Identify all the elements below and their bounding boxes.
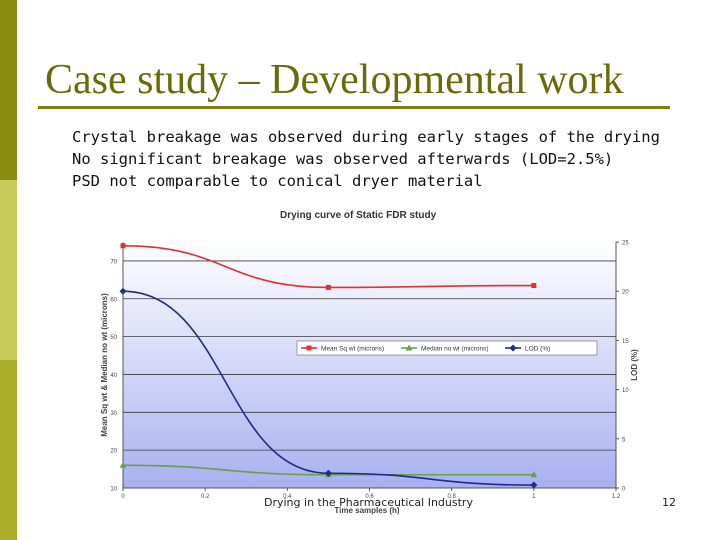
x-axis-label: Time samples (h) xyxy=(334,506,400,515)
y-tick-label: 60 xyxy=(110,297,117,303)
x-tick-label: 0.2 xyxy=(201,494,210,500)
y-tick-label: 50 xyxy=(110,335,117,341)
y2-tick-label: 10 xyxy=(622,388,629,394)
y2-tick-label: 0 xyxy=(622,487,626,493)
x-tick-label: 1.2 xyxy=(612,494,621,500)
x-tick-label: 0 xyxy=(121,494,125,500)
data-point-triangle xyxy=(405,344,413,351)
y-tick-label: 30 xyxy=(110,411,117,417)
data-point-square xyxy=(325,284,331,290)
bullet-item: No significant breakage was observed aft… xyxy=(72,150,614,168)
legend-box xyxy=(296,340,598,356)
y2-tick-label: 15 xyxy=(622,339,629,345)
slide-footer: Drying in the Pharmaceutical Industry xyxy=(264,496,473,509)
bullet-item: PSD not comparable to conical dryer mate… xyxy=(72,172,483,190)
x-tick-label: 0.4 xyxy=(283,494,292,500)
y-tick-label: 70 xyxy=(110,259,117,265)
y-tick-label: 20 xyxy=(110,449,117,455)
data-point-triangle xyxy=(119,461,127,468)
data-point-diamond xyxy=(119,287,127,295)
data-point-diamond xyxy=(509,344,517,352)
page-number: 12 xyxy=(662,496,676,509)
legend-label: Mean Sq wt (microns) xyxy=(321,346,384,353)
bullet-item: Crystal breakage was observed during ear… xyxy=(72,128,660,146)
x-tick-label: 1 xyxy=(532,494,536,500)
plot-area xyxy=(123,242,616,488)
slide-title: Case study – Developmental work xyxy=(45,57,624,103)
y-tick-label: 10 xyxy=(110,487,117,493)
drying-curve-chart: Drying curve of Static FDR study 10 20 30 4… xyxy=(95,200,655,520)
title-underline xyxy=(38,106,670,109)
sidebar-block-dark xyxy=(0,0,17,180)
x-tick-label: 0.8 xyxy=(447,494,456,500)
chart-legend: Mean Sq wt (microns) Median no wt (micron… xyxy=(296,340,598,356)
legend-label: Median no wt (microns) xyxy=(421,346,489,353)
legend-label: LOD (%) xyxy=(525,346,550,353)
decorative-sidebar xyxy=(0,0,17,540)
y2-tick-label: 5 xyxy=(622,437,626,443)
y-axis-label: Mean Sq wt & Median no wt (microns) xyxy=(100,293,109,437)
x-tick-label: 0.6 xyxy=(365,494,374,500)
data-point-triangle xyxy=(530,471,538,478)
y2-tick-label: 20 xyxy=(622,290,629,296)
sidebar-block-mid xyxy=(0,360,17,540)
data-point-diamond xyxy=(324,469,332,477)
series-line-3 xyxy=(122,290,534,486)
data-point-diamond xyxy=(530,481,538,489)
y2-tick-label: 25 xyxy=(622,241,629,247)
sidebar-block-light xyxy=(0,180,17,360)
data-point-square xyxy=(120,243,126,249)
data-point-square xyxy=(531,283,537,289)
y-tick-label: 40 xyxy=(110,373,117,379)
chart-title: Drying curve of Static FDR study xyxy=(280,210,437,221)
chart-svg: Drying curve of Static FDR study 1020304… xyxy=(100,210,639,515)
data-point-square xyxy=(306,345,312,351)
bullet-list: Crystal breakage was observed during ear… xyxy=(72,126,660,192)
y2-axis-label: LOD (%) xyxy=(630,349,639,381)
